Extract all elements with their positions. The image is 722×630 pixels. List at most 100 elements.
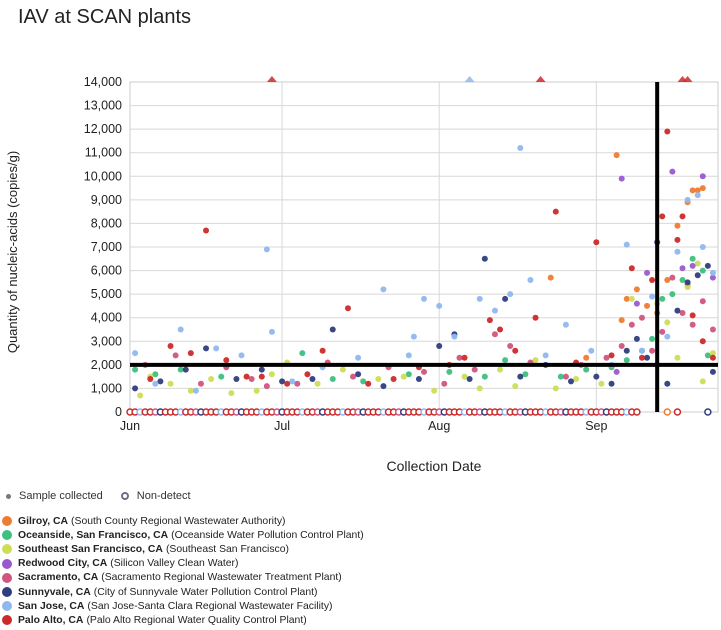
- legend-site-item[interactable]: Palo Alto, CA (Palo Alto Regional Water Q…: [2, 613, 364, 627]
- y-tick-label: 12,000: [84, 122, 122, 136]
- data-point: [203, 345, 210, 352]
- data-point: [258, 366, 265, 373]
- data-point: [694, 192, 701, 199]
- data-point: [263, 383, 270, 390]
- legend-site-item[interactable]: Sacramento, CA (Sacramento Regional Waste…: [2, 571, 364, 585]
- non-detect-ring-icon: [120, 492, 129, 500]
- data-point: [557, 373, 564, 380]
- legend-site-item[interactable]: Gilroy, CA (South County Regional Wastewa…: [2, 514, 364, 528]
- data-point: [704, 262, 711, 269]
- legend-non-detect[interactable]: Non-detect: [120, 490, 191, 502]
- site-color-swatch: [2, 544, 12, 555]
- data-point: [689, 262, 696, 269]
- data-point: [603, 354, 610, 361]
- site-description: (Palo Alto Regional Water Quality Contro…: [86, 614, 307, 626]
- data-point: [709, 326, 716, 333]
- data-point: [593, 239, 600, 246]
- data-point: [491, 331, 498, 338]
- y-tick-label: 11,000: [85, 146, 122, 160]
- y-tick-label: 13,000: [84, 99, 122, 113]
- legend-site-item[interactable]: San Jose, CA (San Jose-Santa Clara Region…: [2, 599, 364, 613]
- data-point: [132, 350, 139, 357]
- legend-site-item[interactable]: Southeast San Francisco, CA (Southeast Sa…: [2, 542, 364, 556]
- data-point: [664, 128, 671, 135]
- data-point: [593, 373, 600, 380]
- data-point: [218, 373, 225, 380]
- data-point: [699, 267, 706, 274]
- y-tick-label: 9,000: [91, 193, 122, 207]
- legend-nondetect-label: Non-detect: [136, 490, 191, 502]
- data-point: [268, 328, 275, 335]
- data-point: [132, 385, 139, 392]
- data-point: [497, 326, 504, 333]
- data-point: [436, 343, 443, 349]
- data-point: [638, 314, 645, 321]
- data-point: [689, 312, 696, 319]
- data-point: [699, 173, 706, 180]
- site-description: (Southeast San Francisco): [165, 543, 289, 555]
- data-point: [421, 295, 427, 302]
- data-point: [699, 338, 706, 345]
- data-point: [664, 380, 671, 387]
- data-point: [568, 378, 574, 385]
- data-point: [699, 298, 706, 305]
- x-tick-label: Jun: [120, 419, 140, 433]
- data-point: [415, 376, 422, 382]
- data-point: [431, 387, 438, 394]
- legend-site-item[interactable]: Sunnyvale, CA (City of Sunnyvale Water Po…: [2, 585, 364, 599]
- legend-site-item[interactable]: Redwood City, CA (Silicon Valley Clean Wa…: [2, 557, 364, 571]
- data-point: [689, 255, 696, 262]
- data-point: [192, 387, 199, 394]
- data-point: [203, 227, 210, 234]
- data-point: [699, 244, 706, 250]
- data-point: [613, 152, 620, 159]
- non-detect-marker: [704, 408, 712, 416]
- data-point: [694, 260, 701, 267]
- legend-sample-collected[interactable]: Sample collected: [6, 490, 103, 502]
- data-point: [709, 368, 716, 375]
- y-tick-label: 7,000: [91, 240, 122, 254]
- data-point: [674, 222, 681, 229]
- data-point: [679, 265, 686, 272]
- data-point: [649, 335, 656, 342]
- data-point: [421, 368, 427, 375]
- data-point: [197, 380, 204, 387]
- data-point: [152, 371, 159, 378]
- data-point: [623, 295, 630, 302]
- data-point: [491, 307, 498, 314]
- data-point: [208, 376, 215, 382]
- data-point: [684, 279, 691, 286]
- y-tick-label: 2,000: [91, 358, 122, 372]
- legend-site-list: Gilroy, CA (South County Regional Wastewa…: [2, 514, 364, 628]
- data-point: [618, 175, 625, 182]
- data-point: [674, 236, 681, 243]
- data-point: [213, 345, 220, 352]
- data-point: [649, 277, 656, 283]
- site-description: (Silicon Valley Clean Water): [110, 558, 239, 570]
- data-point: [623, 347, 630, 354]
- site-color-swatch: [2, 572, 12, 583]
- data-point: [649, 293, 656, 300]
- data-point: [512, 383, 519, 390]
- data-point: [689, 187, 696, 194]
- data-point: [679, 213, 686, 220]
- data-point: [172, 352, 179, 359]
- data-point: [532, 357, 539, 364]
- data-point: [187, 350, 194, 357]
- data-point: [623, 241, 630, 248]
- site-name: Sunnyvale, CA: [18, 586, 91, 598]
- data-point: [628, 295, 635, 302]
- data-point: [481, 373, 488, 380]
- data-point: [137, 392, 144, 399]
- data-point: [233, 376, 240, 382]
- legend-sample-label: Sample collected: [19, 490, 103, 502]
- data-point: [709, 350, 716, 357]
- data-point: [284, 380, 291, 387]
- data-point: [618, 317, 625, 324]
- legend-site-item[interactable]: Oceanside, San Francisco, CA (Oceanside W…: [2, 528, 364, 542]
- data-point: [527, 277, 534, 283]
- data-point: [659, 295, 666, 302]
- data-point: [355, 354, 362, 361]
- y-tick-label: 3,000: [91, 334, 122, 348]
- data-point: [294, 380, 301, 387]
